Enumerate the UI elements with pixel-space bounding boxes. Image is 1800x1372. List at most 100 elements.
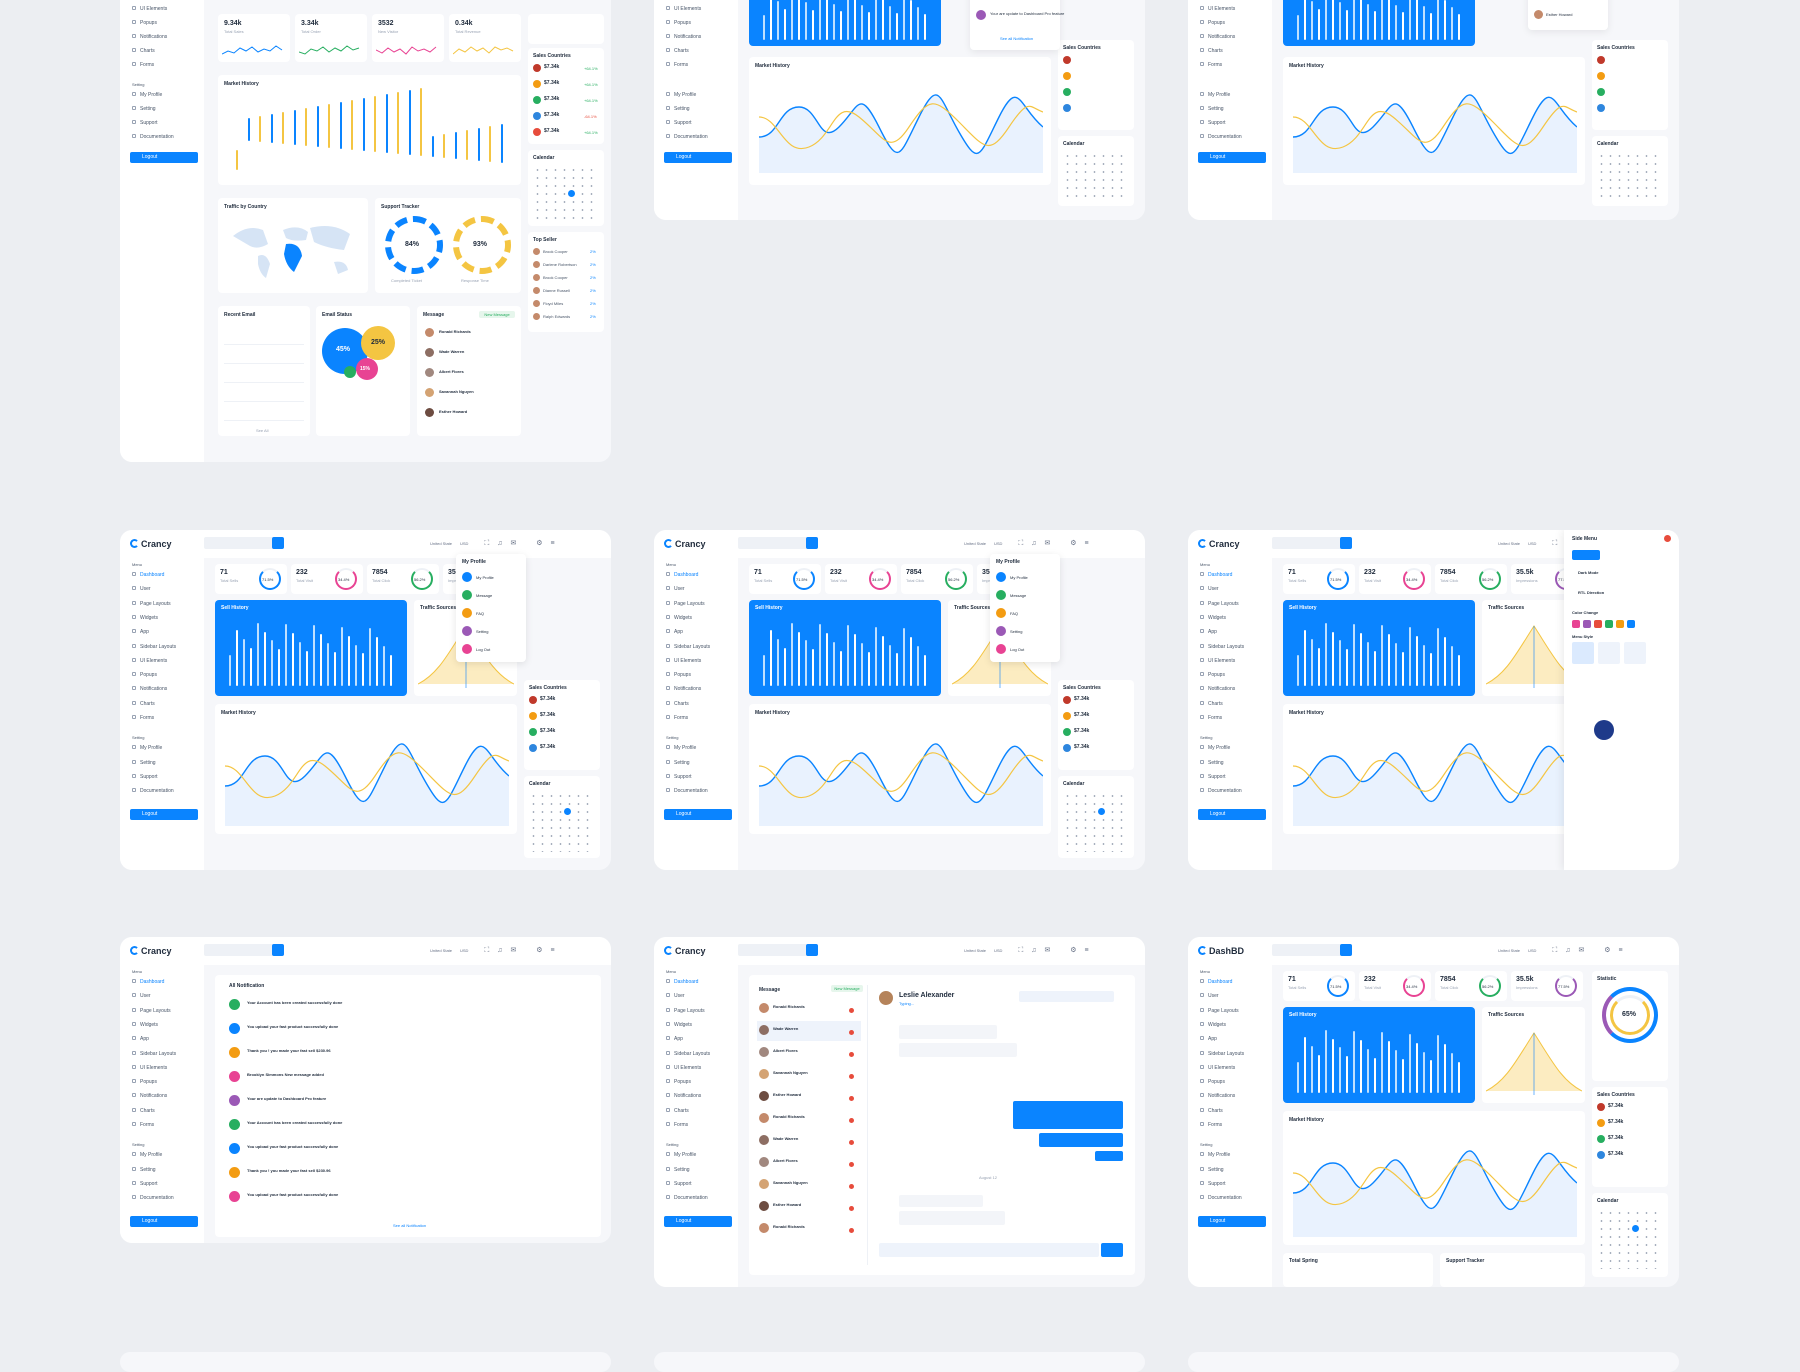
nav-support[interactable]: Support bbox=[666, 120, 692, 126]
dropdown-item[interactable]: My Profile bbox=[1010, 575, 1028, 580]
fullscreen-icon[interactable]: ⛶ bbox=[1018, 540, 1024, 547]
nav-documentation[interactable]: Documentation bbox=[666, 1195, 708, 1201]
nav-popups[interactable]: Popups bbox=[1200, 1079, 1225, 1085]
logout-button[interactable]: Logout bbox=[664, 1215, 732, 1227]
menu-icon[interactable]: ≡ bbox=[550, 947, 555, 954]
search-button[interactable] bbox=[1340, 944, 1352, 956]
nav-app[interactable]: App bbox=[132, 1036, 149, 1042]
nav-setting[interactable]: Setting bbox=[666, 1166, 690, 1173]
logout-button[interactable]: Logout bbox=[664, 808, 732, 820]
new-message-button[interactable]: New Message bbox=[831, 985, 863, 992]
nav-forms[interactable]: Forms bbox=[1200, 62, 1222, 68]
nav-notifications[interactable]: Notifications bbox=[666, 1093, 701, 1099]
color-swatch[interactable] bbox=[1594, 620, 1602, 628]
chat-contact[interactable]: Ronald Richards bbox=[757, 999, 861, 1019]
nav-sidebar-layouts[interactable]: Sidebar Layouts bbox=[132, 1050, 176, 1057]
nav-forms[interactable]: Forms bbox=[1200, 715, 1222, 721]
nav-dashboard[interactable]: Dashboard bbox=[132, 979, 164, 985]
see-all-link[interactable]: See All bbox=[256, 428, 269, 433]
nav-ui-elements[interactable]: UI Elements bbox=[666, 1064, 701, 1071]
notification-item[interactable]: You upload your fast product successfull… bbox=[229, 1141, 589, 1161]
dropdown-item[interactable]: FAQ bbox=[476, 611, 485, 616]
logout-button[interactable]: Logout bbox=[130, 1215, 198, 1227]
gear-icon[interactable]: ⚙ bbox=[536, 947, 543, 954]
menu-style-option[interactable] bbox=[1598, 642, 1620, 664]
nav-notifications[interactable]: Notifications bbox=[132, 686, 167, 692]
gear-icon[interactable]: ⚙ bbox=[1604, 947, 1611, 954]
gear-icon[interactable]: ⚙ bbox=[1070, 947, 1077, 954]
close-icon[interactable] bbox=[1664, 535, 1671, 542]
menu-icon[interactable]: ≡ bbox=[1084, 947, 1089, 954]
search-input[interactable] bbox=[1272, 537, 1352, 549]
chat-search-input[interactable] bbox=[1019, 991, 1114, 1002]
nav-my-profile[interactable]: My Profile bbox=[1200, 1152, 1230, 1158]
fullscreen-icon[interactable]: ⛶ bbox=[484, 947, 490, 954]
country-select[interactable]: United State bbox=[964, 948, 987, 953]
see-all-notification-link[interactable]: See all Notification bbox=[1000, 36, 1034, 41]
nav-popups[interactable]: Popups bbox=[666, 20, 691, 26]
nav-app[interactable]: App bbox=[1200, 1036, 1217, 1042]
chat-contact[interactable]: Savannah Nguyen bbox=[757, 1065, 861, 1085]
search-input[interactable] bbox=[1272, 944, 1352, 956]
dropdown-item[interactable]: Message bbox=[1010, 593, 1027, 598]
nav-my-profile[interactable]: My Profile bbox=[132, 745, 162, 751]
nav-charts[interactable]: Charts bbox=[132, 700, 155, 707]
nav-popups[interactable]: Popups bbox=[132, 20, 157, 26]
color-swatch[interactable] bbox=[1616, 620, 1624, 628]
nav-page-layouts[interactable]: Page Layouts bbox=[1200, 1007, 1239, 1014]
settings-tab[interactable] bbox=[1572, 550, 1600, 560]
nav-ui-elements[interactable]: UI Elements bbox=[1200, 1064, 1235, 1071]
search-button[interactable] bbox=[272, 944, 284, 956]
nav-page-layouts[interactable]: Page Layouts bbox=[666, 1007, 705, 1014]
dropdown-item[interactable]: My Profile bbox=[476, 575, 494, 580]
nav-documentation[interactable]: Documentation bbox=[1200, 788, 1242, 794]
nav-my-profile[interactable]: My Profile bbox=[1200, 92, 1230, 98]
nav-dashboard[interactable]: Dashboard bbox=[132, 572, 164, 578]
nav-setting[interactable]: Setting bbox=[132, 1166, 156, 1173]
chat-contact[interactable]: Albert Flores bbox=[757, 1043, 861, 1063]
search-input[interactable] bbox=[204, 944, 284, 956]
menu-style-option[interactable] bbox=[1624, 642, 1646, 664]
menu-style-option[interactable] bbox=[1572, 642, 1594, 664]
nav-widgets[interactable]: Widgets bbox=[1200, 614, 1226, 621]
notification-item[interactable]: Your are update to Dashboard Pro feature bbox=[229, 1093, 589, 1113]
nav-support[interactable]: Support bbox=[666, 773, 692, 780]
nav-documentation[interactable]: Documentation bbox=[132, 788, 174, 794]
fullscreen-icon[interactable]: ⛶ bbox=[1552, 947, 1558, 954]
nav-dashboard[interactable]: Dashboard bbox=[666, 979, 698, 985]
send-button[interactable] bbox=[1101, 1243, 1123, 1257]
nav-notifications[interactable]: Notifications bbox=[666, 34, 701, 40]
fullscreen-icon[interactable]: ⛶ bbox=[1018, 947, 1024, 954]
search-input[interactable] bbox=[204, 537, 284, 549]
gear-icon[interactable]: ⚙ bbox=[536, 540, 543, 547]
dropdown-item[interactable]: Setting bbox=[1010, 629, 1023, 634]
nav-forms[interactable]: Forms bbox=[132, 1122, 154, 1128]
nav-dashboard[interactable]: Dashboard bbox=[1200, 979, 1232, 985]
nav-ui-elements[interactable]: UI Elements bbox=[1200, 657, 1235, 664]
nav-popups[interactable]: Popups bbox=[132, 672, 157, 678]
nav-popups[interactable]: Popups bbox=[666, 672, 691, 678]
nav-app[interactable]: App bbox=[1200, 629, 1217, 635]
nav-user[interactable]: User bbox=[132, 586, 151, 592]
dropdown-item[interactable]: FAQ bbox=[1010, 611, 1019, 616]
nav-notifications[interactable]: Notifications bbox=[132, 34, 167, 40]
dropdown-item[interactable]: Message bbox=[476, 593, 493, 598]
nav-charts[interactable]: Charts bbox=[1200, 48, 1223, 54]
nav-page-layouts[interactable]: Page Layouts bbox=[132, 600, 171, 607]
gear-icon[interactable]: ⚙ bbox=[1070, 540, 1077, 547]
mail-icon[interactable]: ✉ bbox=[510, 540, 517, 547]
mail-icon[interactable]: ✉ bbox=[1044, 540, 1051, 547]
nav-support[interactable]: Support bbox=[1200, 1180, 1226, 1187]
logout-button[interactable]: Logout bbox=[1198, 1215, 1266, 1227]
nav-notifications[interactable]: Notifications bbox=[1200, 1093, 1235, 1099]
country-select[interactable]: United State bbox=[430, 541, 453, 546]
nav-forms[interactable]: Forms bbox=[666, 62, 688, 68]
menu-icon[interactable]: ≡ bbox=[550, 540, 555, 547]
nav-setting[interactable]: Setting bbox=[1200, 759, 1224, 766]
nav-user[interactable]: User bbox=[666, 586, 685, 592]
nav-sidebar-layouts[interactable]: Sidebar Layouts bbox=[666, 643, 710, 650]
nav-dashboard[interactable]: Dashboard bbox=[1200, 572, 1232, 578]
search-button[interactable] bbox=[806, 537, 818, 549]
nav-my-profile[interactable]: My Profile bbox=[666, 745, 696, 751]
nav-forms[interactable]: Forms bbox=[132, 62, 154, 68]
